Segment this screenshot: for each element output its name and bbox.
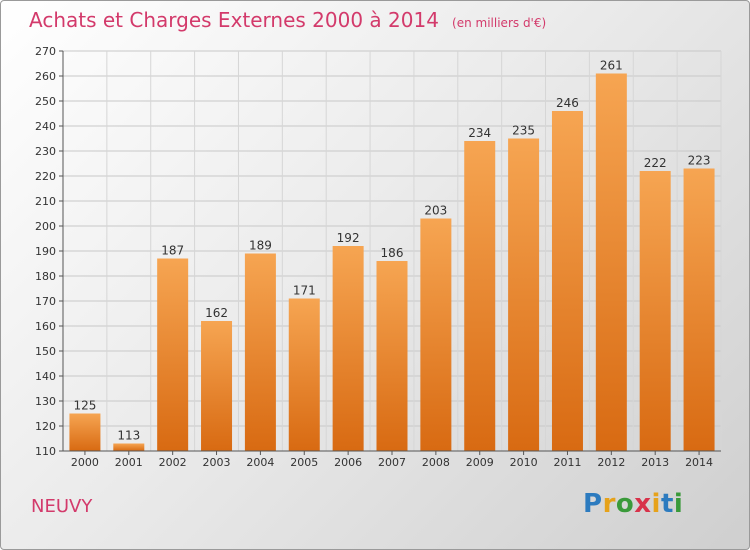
- x-tick-label: 2012: [597, 456, 625, 469]
- y-tick-label: 160: [35, 320, 56, 333]
- bar-value-label: 192: [337, 231, 360, 245]
- bar: [376, 261, 408, 451]
- bar-value-label: 125: [73, 399, 96, 413]
- bar: [244, 253, 276, 451]
- x-tick-label: 2008: [422, 456, 450, 469]
- bar: [683, 168, 715, 451]
- bar-value-label: 162: [205, 306, 228, 320]
- chart-title: Achats et Charges Externes 2000 à 2014: [29, 8, 439, 32]
- x-tick-label: 2010: [510, 456, 538, 469]
- y-tick-label: 150: [35, 345, 56, 358]
- bar-value-label: 234: [468, 126, 491, 140]
- x-tick-label: 2004: [246, 456, 274, 469]
- bar-value-label: 187: [161, 244, 184, 258]
- logo-letter: t: [660, 489, 674, 519]
- bar: [332, 246, 364, 451]
- logo-letter: o: [615, 489, 635, 519]
- x-tick-label: 2005: [290, 456, 318, 469]
- y-tick-label: 210: [35, 195, 56, 208]
- x-tick-label: 2000: [71, 456, 99, 469]
- x-tick-label: 2006: [334, 456, 362, 469]
- bar: [69, 413, 101, 451]
- y-tick-label: 240: [35, 120, 56, 133]
- bar-value-label: 235: [512, 124, 535, 138]
- bar-value-label: 186: [381, 246, 404, 260]
- logo-letter: x: [634, 489, 652, 519]
- bar-value-label: 113: [117, 429, 140, 443]
- y-tick-label: 270: [35, 45, 56, 58]
- bar: [420, 218, 452, 451]
- bar-value-label: 203: [424, 204, 447, 218]
- bar: [508, 138, 540, 451]
- bar: [113, 443, 145, 451]
- bar-value-label: 171: [293, 284, 316, 298]
- bar: [595, 73, 627, 451]
- x-tick-label: 2011: [553, 456, 581, 469]
- bar: [464, 141, 496, 451]
- x-tick-label: 2001: [115, 456, 143, 469]
- logo-letter: i: [651, 489, 661, 519]
- x-tick-label: 2014: [685, 456, 713, 469]
- x-tick-label: 2013: [641, 456, 669, 469]
- x-tick-label: 2007: [378, 456, 406, 469]
- y-tick-label: 180: [35, 270, 56, 283]
- axis-layer: 110 120 130 140 150 160 170 180 190 200 210 220 230 2…: [35, 45, 721, 469]
- y-tick-label: 200: [35, 220, 56, 233]
- title-block: Achats et Charges Externes 2000 à 2014 (…: [29, 8, 546, 32]
- y-tick-label: 260: [35, 70, 56, 83]
- x-tick-label: 2003: [203, 456, 231, 469]
- bar-value-label: 222: [644, 156, 667, 170]
- bar: [288, 298, 320, 451]
- bar: [201, 321, 233, 451]
- place-name: NEUVY: [31, 496, 93, 517]
- y-tick-label: 110: [35, 445, 56, 458]
- bar-value-label: 223: [688, 154, 711, 168]
- bar-value-label: 189: [249, 239, 272, 253]
- y-tick-label: 130: [35, 395, 56, 408]
- bar: [639, 171, 671, 451]
- logo-letter: P: [583, 489, 603, 519]
- bar-layer: 125 113 187 162 189 171 192 186 203 234 235 246 261 2…: [69, 59, 715, 451]
- y-tick-label: 250: [35, 95, 56, 108]
- y-tick-label: 220: [35, 170, 56, 183]
- chart-subtitle: (en milliers d'€): [452, 16, 547, 30]
- bar-value-label: 246: [556, 96, 579, 110]
- x-tick-label: 2002: [159, 456, 187, 469]
- bar-value-label: 261: [600, 59, 623, 73]
- bar: [157, 258, 189, 451]
- logo-letter: i: [673, 489, 684, 519]
- y-tick-label: 140: [35, 370, 56, 383]
- y-tick-label: 170: [35, 295, 56, 308]
- proxiti-logo: Proxiti: [583, 489, 683, 519]
- x-tick-label: 2009: [466, 456, 494, 469]
- y-tick-label: 120: [35, 420, 56, 433]
- bar: [551, 111, 583, 451]
- logo-letter: r: [602, 489, 616, 519]
- y-tick-label: 190: [35, 245, 56, 258]
- y-tick-label: 230: [35, 145, 56, 158]
